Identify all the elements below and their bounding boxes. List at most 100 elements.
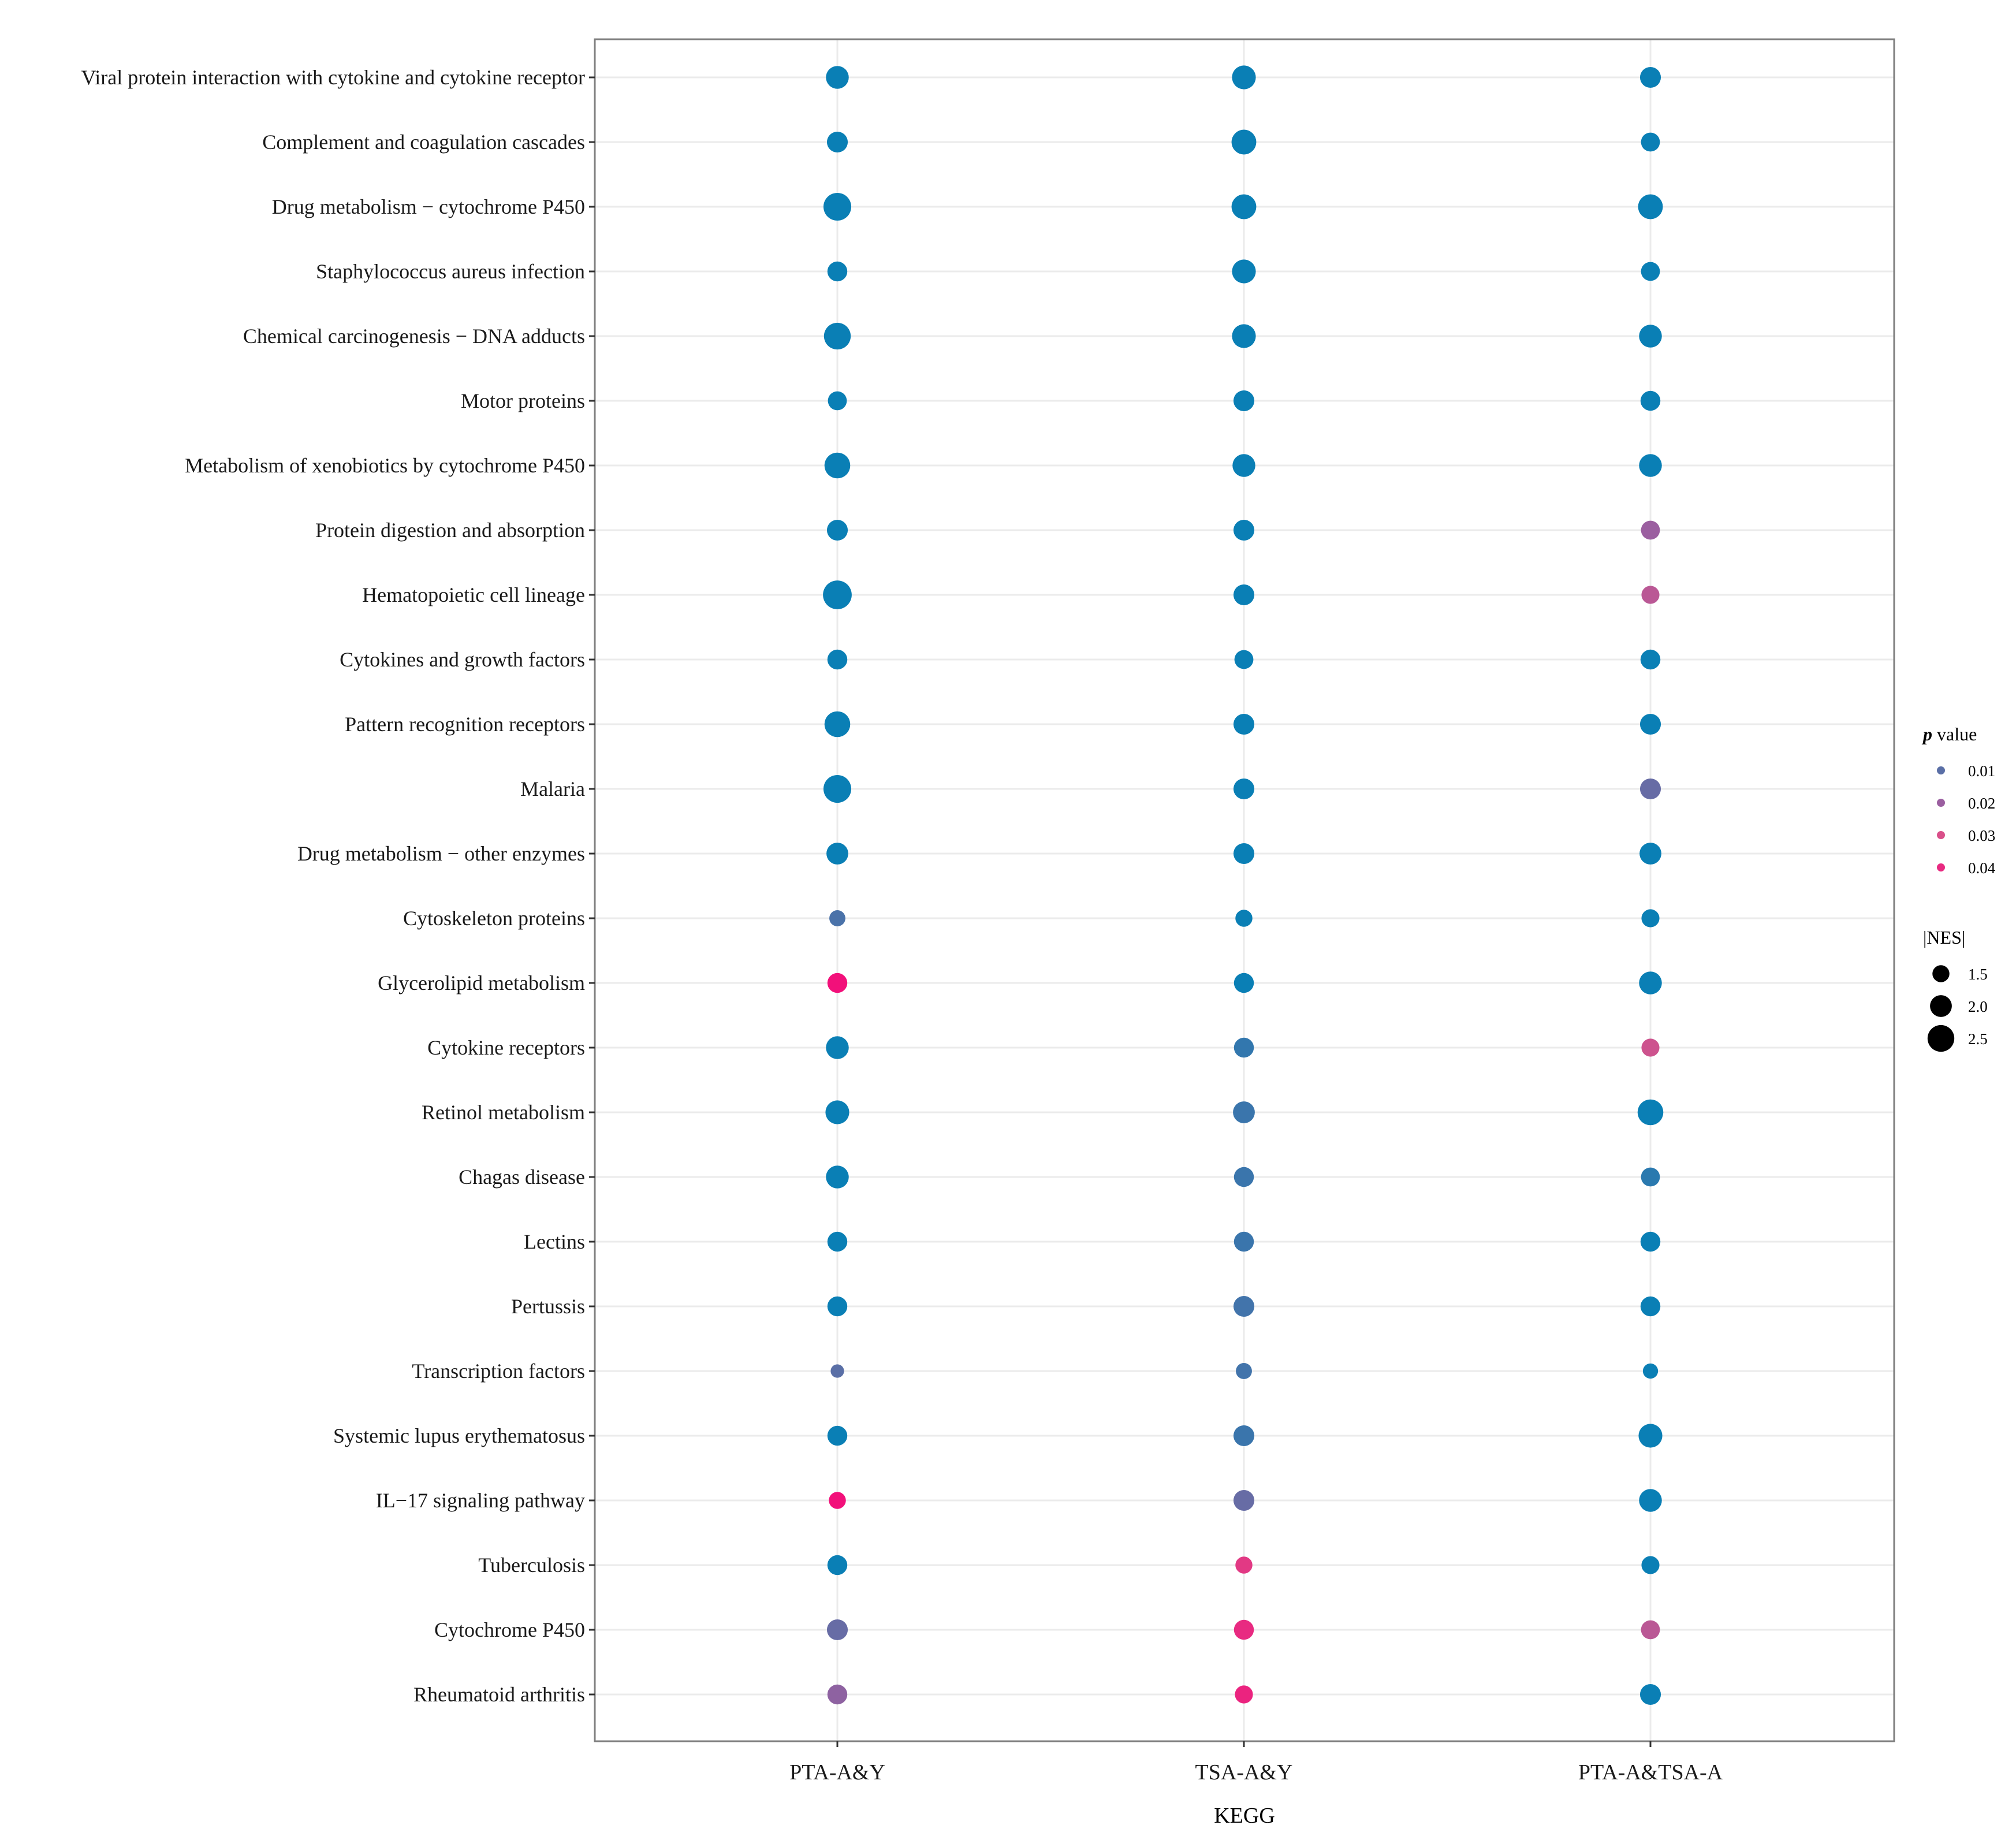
data-point: Cytoskeleton proteins | PTA-A&Y | |NES| … — [829, 910, 845, 926]
data-point: Cytokines and growth factors | PTA-A&TSA… — [1640, 649, 1661, 670]
legend-size-key — [1927, 1025, 1955, 1052]
data-point: Chemical carcinogenesis − DNA adducts | … — [1639, 325, 1662, 348]
y-tick-label: Metabolism of xenobiotics by cytochrome … — [185, 454, 585, 477]
data-point: Hematopoietic cell lineage | PTA-A&TSA-A… — [1641, 586, 1660, 604]
data-point: Pattern recognition receptors | PTA-A&TS… — [1639, 713, 1661, 735]
legend-color-title-rest: value — [1932, 724, 1977, 744]
y-tick-label: Cytochrome P450 — [434, 1618, 585, 1641]
data-point: Staphylococcus aureus infection | PTA-A&… — [827, 261, 848, 282]
legend-size-key — [1930, 995, 1952, 1017]
x-tick-label: PTA-A&TSA-A — [1578, 1760, 1723, 1785]
data-point: Lectins | PTA-A&Y | |NES| 1.8 | p 0 — [827, 1231, 848, 1252]
data-point: Staphylococcus aureus infection | PTA-A&… — [1641, 262, 1660, 281]
data-point: Drug metabolism − other enzymes | TSA-A&… — [1233, 843, 1255, 865]
data-point: Metabolism of xenobiotics by cytochrome … — [1232, 454, 1255, 477]
data-point: Retinol metabolism | PTA-A&Y | |NES| 2.2… — [825, 1100, 849, 1124]
data-point: Malaria | PTA-A&Y | |NES| 2.6 | p 0 — [823, 774, 852, 803]
data-point: Tuberculosis | PTA-A&TSA-A | |NES| 1.6 |… — [1641, 1556, 1660, 1574]
y-tick-label: Chemical carcinogenesis − DNA adducts — [243, 325, 585, 348]
x-axis-title: KEGG — [1214, 1804, 1275, 1828]
data-point: Glycerolipid metabolism | TSA-A&Y | |NES… — [1234, 973, 1254, 993]
legend-size-label: 2.5 — [1968, 1030, 1988, 1048]
y-tick-label: Pattern recognition receptors — [345, 713, 585, 736]
data-point: Cytokines and growth factors | TSA-A&Y |… — [1234, 650, 1254, 669]
legend-color-title: p value — [1921, 724, 1977, 744]
data-point: Cytokine receptors | PTA-A&Y | |NES| 2.1… — [826, 1036, 849, 1059]
data-point: Motor proteins | PTA-A&TSA-A | |NES| 1.8… — [1640, 390, 1661, 411]
data-points: Viral protein interaction with cytokine … — [823, 65, 1664, 1705]
data-point: Cytokines and growth factors | PTA-A&Y |… — [827, 649, 848, 670]
y-axis-tick-labels: Viral protein interaction with cytokine … — [81, 66, 585, 1706]
data-point: Tuberculosis | TSA-A&Y | |NES| 1.5 | p 0… — [1235, 1556, 1253, 1574]
data-point: Cytokine receptors | TSA-A&Y | |NES| 1.8… — [1234, 1037, 1254, 1058]
data-point: Drug metabolism − other enzymes | PTA-A&… — [1639, 843, 1661, 865]
data-point: Chemical carcinogenesis − DNA adducts | … — [823, 322, 851, 350]
data-point: Cytochrome P450 | PTA-A&Y | |NES| 1.9 | … — [826, 1619, 848, 1641]
y-tick-label: Lectins — [524, 1230, 585, 1253]
data-point: Malaria | TSA-A&Y | |NES| 1.9 | p 0 — [1233, 778, 1255, 800]
data-point: Cytochrome P450 | PTA-A&TSA-A | |NES| 1.… — [1641, 1620, 1660, 1640]
data-point: Drug metabolism − cytochrome P450 | TSA-… — [1231, 194, 1257, 219]
data-point: Tuberculosis | PTA-A&Y | |NES| 1.8 | p 0 — [827, 1555, 848, 1575]
x-tick-label: PTA-A&Y — [789, 1760, 885, 1785]
y-tick-label: Malaria — [520, 777, 585, 800]
legend: p value |NES| 0.01 0.02 0.03 0.04 1.5 2.0 2.5 — [1921, 724, 1996, 1052]
y-tick-label: Systemic lupus erythematosus — [333, 1424, 585, 1447]
data-point: Chagas disease | PTA-A&Y | |NES| 2.1 | p… — [826, 1165, 849, 1189]
data-point: Rheumatoid arthritis | PTA-A&TSA-A | |NE… — [1639, 1683, 1661, 1705]
y-tick-label: Pertussis — [511, 1295, 585, 1318]
data-point: Cytoskeleton proteins | TSA-A&Y | |NES| … — [1235, 910, 1253, 927]
y-tick-label: Rheumatoid arthritis — [413, 1683, 585, 1706]
data-point: Malaria | PTA-A&TSA-A | |NES| 1.9 | p 0.… — [1639, 778, 1661, 800]
data-point: Hematopoietic cell lineage | PTA-A&Y | |… — [823, 580, 852, 609]
data-point: Complement and coagulation cascades | PT… — [1641, 132, 1660, 152]
data-point: Complement and coagulation cascades | TS… — [1231, 129, 1257, 155]
legend-size-title: |NES| — [1923, 927, 1965, 948]
y-tick-label: Transcription factors — [412, 1359, 585, 1383]
legend-color-key — [1937, 766, 1945, 774]
y-tick-label: Motor proteins — [461, 389, 585, 412]
y-tick-label: Cytokines and growth factors — [340, 648, 585, 671]
legend-color-label: 0.02 — [1968, 795, 1995, 812]
data-point: Chagas disease | PTA-A&TSA-A | |NES| 1.7… — [1641, 1167, 1660, 1187]
legend-color-key — [1937, 831, 1945, 839]
y-tick-label: IL−17 signaling pathway — [376, 1489, 585, 1512]
data-point: Lectins | PTA-A&TSA-A | |NES| 1.8 | p 0 — [1640, 1231, 1661, 1252]
data-point: Cytoskeleton proteins | PTA-A&TSA-A | |N… — [1641, 909, 1660, 928]
data-point: Viral protein interaction with cytokine … — [826, 66, 849, 89]
y-tick-label: Hematopoietic cell lineage — [362, 583, 585, 606]
data-point: Motor proteins | TSA-A&Y | |NES| 1.9 | p… — [1233, 390, 1255, 412]
data-point: Systemic lupus erythematosus | PTA-A&TSA… — [1638, 1424, 1663, 1448]
legend-size-key — [1932, 965, 1950, 982]
data-point: Transcription factors | PTA-A&Y | |NES| … — [830, 1364, 844, 1378]
y-tick-label: Glycerolipid metabolism — [378, 971, 585, 995]
data-point: Cytokine receptors | PTA-A&TSA-A | |NES|… — [1641, 1038, 1660, 1057]
legend-size-label: 1.5 — [1968, 966, 1988, 983]
y-tick-label: Cytokine receptors — [427, 1036, 585, 1059]
data-point: Hematopoietic cell lineage | TSA-A&Y | |… — [1233, 584, 1255, 606]
data-point: Glycerolipid metabolism | PTA-A&TSA-A | … — [1639, 971, 1662, 995]
legend-color-label: 0.03 — [1968, 827, 1995, 844]
data-point: Rheumatoid arthritis | TSA-A&Y | |NES| 1… — [1235, 1685, 1253, 1704]
data-point: Glycerolipid metabolism | PTA-A&Y | |NES… — [827, 973, 848, 993]
data-point: Drug metabolism − cytochrome P450 | PTA-… — [823, 192, 852, 221]
x-tick-label: TSA-A&Y — [1195, 1760, 1293, 1785]
data-point: Drug metabolism − cytochrome P450 | PTA-… — [1638, 194, 1663, 219]
data-point: Cytochrome P450 | TSA-A&Y | |NES| 1.8 | … — [1234, 1619, 1254, 1640]
legend-color-label: 0.01 — [1968, 762, 1995, 780]
data-point: Metabolism of xenobiotics by cytochrome … — [824, 452, 851, 479]
y-tick-label: Retinol metabolism — [422, 1101, 585, 1124]
data-point: Staphylococcus aureus infection | TSA-A&… — [1232, 259, 1256, 284]
y-tick-label: Drug metabolism − other enzymes — [297, 842, 585, 865]
data-point: Motor proteins | PTA-A&Y | |NES| 1.7 | p… — [828, 391, 847, 411]
y-tick-label: Cytoskeleton proteins — [403, 907, 585, 930]
data-point: Pertussis | PTA-A&Y | |NES| 1.8 | p 0 — [827, 1296, 848, 1317]
data-point: Rheumatoid arthritis | PTA-A&Y | |NES| 1… — [827, 1684, 848, 1705]
legend-size-label: 2.0 — [1968, 998, 1988, 1015]
y-tick-label: Chagas disease — [459, 1165, 585, 1189]
data-point: Viral protein interaction with cytokine … — [1232, 65, 1256, 90]
y-tick-label: Staphylococcus aureus infection — [316, 260, 585, 283]
legend-color-label: 0.04 — [1968, 859, 1996, 877]
data-point: Transcription factors | PTA-A&TSA-A | |N… — [1642, 1363, 1659, 1379]
data-point: Systemic lupus erythematosus | PTA-A&Y |… — [827, 1425, 848, 1446]
